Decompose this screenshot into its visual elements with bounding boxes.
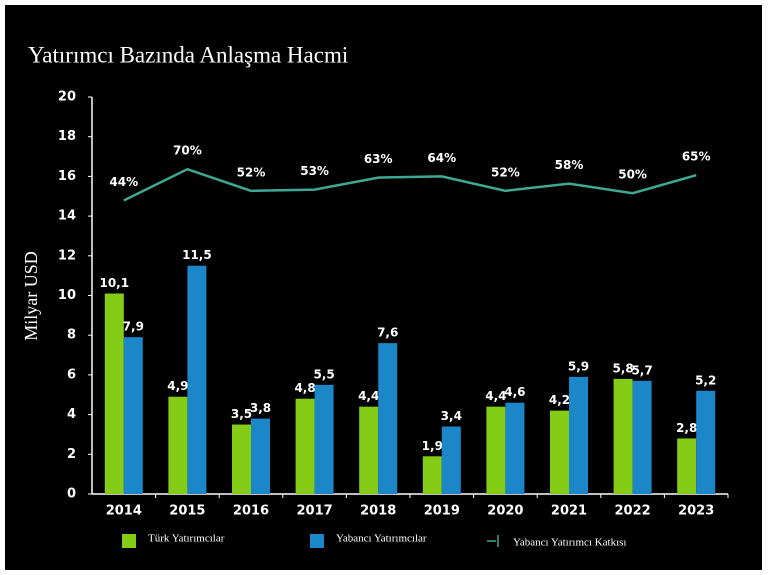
y-tick-label: 14 [58, 209, 76, 224]
x-tick-label: 2022 [615, 504, 651, 519]
line-value-label: 52% [491, 165, 520, 179]
y-axis-label: Milyar USD [21, 251, 41, 341]
bar [123, 337, 143, 494]
line-value-label: 64% [427, 151, 456, 165]
bar-value-label: 7,9 [123, 320, 144, 334]
y-tick-label: 10 [58, 288, 76, 303]
line-value-label: 50% [618, 168, 647, 182]
bar [422, 456, 442, 494]
y-tick-label: 16 [58, 169, 76, 184]
x-tick-label: 2016 [233, 504, 269, 519]
line [123, 167, 697, 202]
y-tick-label: 6 [67, 367, 76, 382]
bar-value-label: 4,8 [294, 381, 315, 395]
bar [486, 406, 506, 494]
x-tick-label: 2020 [487, 504, 523, 519]
bar-value-label: 5,7 [631, 363, 652, 377]
x-tick-label: 2018 [360, 504, 396, 519]
legend-swatch [310, 534, 324, 548]
y-tick-label: 2 [67, 447, 76, 462]
bar-value-label: 5,2 [695, 373, 716, 387]
y-tick-label: 20 [58, 90, 76, 105]
bar-value-label: 4,4 [358, 389, 379, 403]
bar [569, 376, 588, 494]
bar-value-label: 4,4 [485, 389, 506, 403]
bar [232, 424, 251, 494]
bar [677, 438, 697, 494]
chart-title: Yatırımcı Bazında Anlaşma Hacmi [28, 42, 348, 67]
bar [550, 410, 569, 494]
bar-value-label: 1,9 [422, 439, 443, 453]
line-value-label: 63% [364, 152, 393, 166]
legend-swatch [122, 534, 136, 548]
bar-value-label: 7,6 [377, 326, 398, 340]
bar [168, 396, 188, 494]
bar [295, 398, 315, 494]
legend-label: Türk Yatırımcılar [148, 533, 225, 545]
bar [632, 380, 652, 494]
bar-value-label: 3,8 [250, 401, 271, 415]
bar-value-label: 11,5 [182, 248, 212, 262]
bar [378, 343, 398, 494]
y-tick-label: 8 [67, 328, 76, 343]
legend-label: Yabancı Yatırımcı Katkısı [513, 537, 626, 549]
bar-value-label: 10,1 [99, 276, 129, 290]
line-value-label: 58% [555, 158, 584, 172]
bar [696, 390, 716, 494]
bar [251, 418, 270, 494]
bar-value-label: 5,5 [313, 367, 334, 381]
legend-label: Yabancı Yatırımcılar [336, 533, 427, 545]
bar-value-label: 4,2 [549, 393, 570, 407]
x-tick-label: 2015 [169, 504, 205, 519]
x-tick-label: 2017 [297, 504, 333, 519]
x-tick-label: 2014 [106, 504, 142, 519]
bar-value-label: 3,5 [231, 407, 252, 421]
bar [314, 384, 334, 494]
bar-value-label: 5,9 [568, 359, 589, 373]
bar-value-label: 5,8 [612, 361, 633, 375]
bar [505, 402, 525, 494]
y-tick-label: 4 [67, 407, 76, 422]
line-value-label: 53% [300, 164, 329, 178]
bar-value-label: 2,8 [676, 421, 697, 435]
bar [613, 378, 633, 494]
y-tick-label: 0 [67, 487, 76, 502]
x-tick-label: 2021 [551, 504, 587, 519]
x-tick-label: 2019 [424, 504, 460, 519]
bar [187, 265, 207, 494]
bar [104, 293, 124, 494]
line-value-label: 52% [237, 165, 266, 179]
bar [359, 406, 379, 494]
y-tick-label: 18 [58, 129, 76, 144]
x-tick-label: 2023 [678, 504, 714, 519]
bar-value-label: 3,4 [441, 409, 462, 423]
bar-value-label: 4,9 [167, 379, 188, 393]
bar-value-label: 4,6 [504, 385, 525, 399]
line-value-label: 44% [109, 175, 138, 189]
bar [441, 426, 461, 494]
y-tick-label: 12 [58, 248, 76, 263]
line-value-label: 70% [173, 144, 202, 158]
line-value-label: 65% [682, 150, 711, 164]
